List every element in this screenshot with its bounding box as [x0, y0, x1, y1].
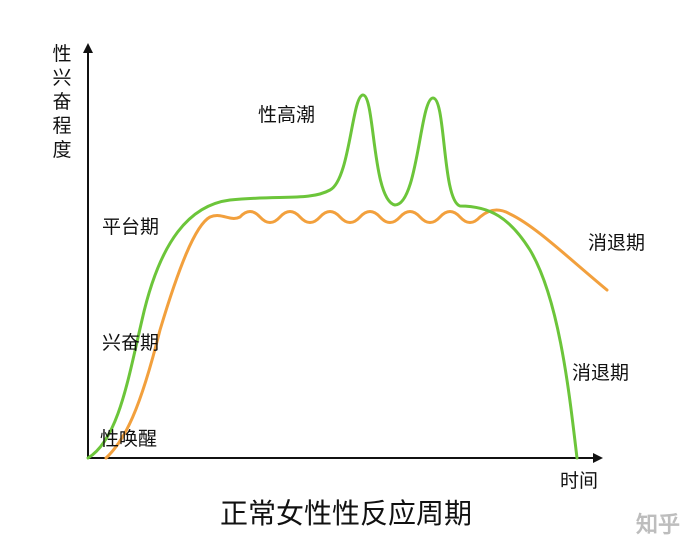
y-axis-label: 性兴奋程度 [52, 43, 72, 161]
excitement-label: 兴奋期 [102, 332, 160, 354]
x-axis-label: 时间 [560, 470, 599, 492]
diagram-title: 正常女性性反应周期 [219, 497, 472, 530]
orgasm-label: 性高潮 [258, 104, 316, 126]
plateau-label: 平台期 [102, 216, 160, 238]
resolution-label-upper: 消退期 [588, 232, 646, 254]
orange-response-curve [104, 208, 609, 460]
green-response-curve [86, 93, 579, 460]
arousal-label: 性唤醒 [100, 428, 158, 450]
watermark-logo: 知乎 [635, 513, 680, 538]
resolution-label-lower: 消退期 [572, 362, 630, 384]
